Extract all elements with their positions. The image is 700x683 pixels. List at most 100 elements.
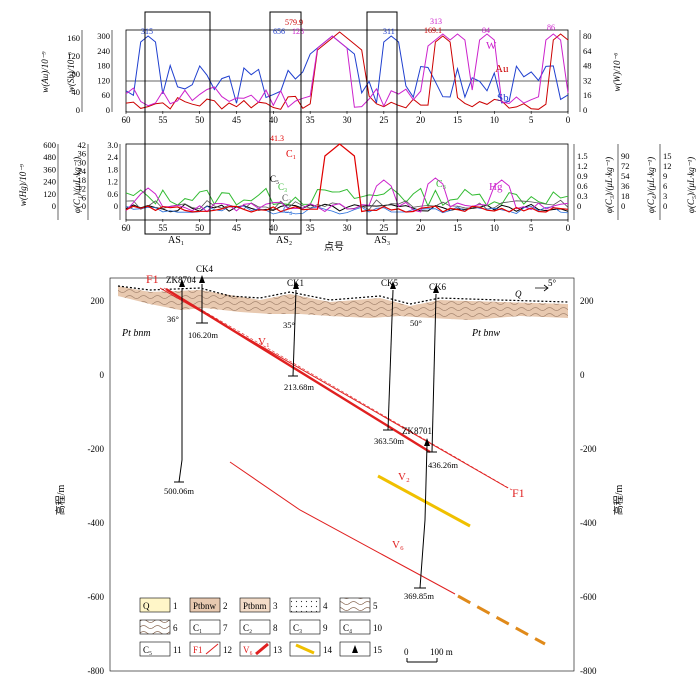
borehole-zk8701 [419, 444, 428, 589]
strata-pattern [118, 286, 568, 320]
section-y-axis-label-right: 高程/m [612, 485, 625, 516]
legend-number: 15 [373, 645, 383, 655]
w-tick: 48 [583, 61, 592, 71]
legend-number: 2 [223, 601, 228, 611]
peak-label: 313 [430, 17, 442, 26]
legend-number: 4 [323, 601, 328, 611]
legend-number: 5 [373, 601, 378, 611]
c5-axis-label: φ(C₅)/(μL·kg⁻¹) [686, 157, 696, 213]
c3-series-label-right: C₃ [436, 179, 446, 190]
au-tick: 120 [67, 51, 80, 61]
section-y-tick: -200 [88, 444, 105, 454]
borehole-label-ck4: CK4 [196, 264, 214, 274]
x-tick: 25 [379, 223, 389, 233]
w-tick: 32 [583, 75, 592, 85]
c1-tick: 6 [82, 192, 86, 202]
legend-symbol: C₃ [293, 623, 302, 633]
c2-tick: 0 [114, 201, 118, 211]
x-tick: 10 [490, 223, 500, 233]
dip-label: 36° [167, 314, 179, 324]
borehole-markers [179, 275, 439, 446]
legend-symbol: Ptbnw [193, 601, 217, 611]
x-tick: 60 [122, 115, 132, 125]
top-series-group [125, 31, 569, 110]
x-tick: 60 [122, 223, 132, 233]
c3-series-label: C₃ [278, 182, 287, 192]
section-y-axis-label-left: 高程/m [54, 485, 67, 516]
au-tick-labels: 160 120 80 40 0 [67, 33, 80, 115]
c3-tick: 0.3 [577, 191, 588, 201]
hg-tick-labels: 600 480 360 240 120 0 [43, 140, 56, 211]
borehole-depth-ck4: 106.20m [188, 330, 218, 340]
legend-swatch [289, 597, 321, 613]
fault-symbol-icon [205, 643, 219, 655]
c2-tick: 1.2 [107, 177, 118, 187]
legend-number: 14 [323, 645, 333, 655]
x-tick: 40 [269, 115, 279, 125]
x-tick: 50 [195, 223, 205, 233]
anomaly-box-as1 [144, 11, 211, 235]
legend-swatch [189, 619, 221, 635]
au-tick: 40 [72, 87, 81, 97]
borehole-depth-zk8701: 369.85m [404, 591, 434, 601]
c3-tick: 0 [577, 201, 581, 211]
au-axis-label: w(Au)/10⁻⁹ [40, 51, 50, 92]
w-series-line [125, 33, 569, 108]
c1-series-label: C₁ [286, 149, 296, 160]
x-tick: 5 [529, 223, 534, 233]
drill-site-icon [424, 438, 430, 446]
legend-number: 6 [173, 623, 178, 633]
hg-axis-label: w(Hg)/10⁻⁹ [18, 164, 28, 206]
x-tick: 15 [453, 223, 463, 233]
w-series-label: W [486, 40, 497, 52]
section-y-tick: -800 [580, 666, 597, 676]
c3-tick: 0.9 [577, 171, 588, 181]
section-y-tick: -800 [88, 666, 105, 676]
borehole-ck1 [292, 289, 297, 377]
sb-tick: 180 [97, 61, 110, 71]
c3-axis-label: φ(C₃)/(μL·kg⁻¹) [604, 157, 614, 213]
borehole-zk8704 [178, 288, 183, 483]
borehole-depth-zk8704: 500.06m [164, 486, 194, 496]
orebody-v6 [229, 461, 456, 595]
hg-tick: 120 [43, 189, 56, 199]
legend-symbol: V₆ [243, 645, 253, 655]
sb-series-label: Sb [497, 92, 509, 104]
bottom-geochem-panel: w(Hg)/10⁻⁹ φ(C₁)/(μL·kg⁻¹) 6004803602401… [18, 134, 696, 253]
peak-label: 128 [292, 27, 304, 36]
section-y-tick: 0 [100, 370, 105, 380]
section-y-tick: 0 [580, 370, 585, 380]
c2-tick: 0.6 [107, 189, 118, 199]
section-frame [109, 277, 575, 672]
section-y-tick: 200 [91, 296, 105, 306]
x-tick: 50 [195, 115, 205, 125]
x-tick: 40 [269, 223, 279, 233]
c4-tick: 0 [621, 201, 625, 211]
c3-tick: 0.6 [577, 181, 588, 191]
scale-label: 100 m [430, 647, 453, 657]
scale-zero: 0 [404, 647, 409, 657]
c4-tick: 18 [621, 191, 630, 201]
au-tick: 160 [67, 33, 80, 43]
section-y-tick: -200 [580, 444, 597, 454]
fault-label-top: F1 [146, 272, 159, 286]
c4-tick: 90 [621, 151, 630, 161]
x-tick: 10 [490, 115, 500, 125]
x-tick: 45 [232, 223, 242, 233]
au-tick: 80 [72, 69, 81, 79]
section-y-tick-labels: 200 200 0 0 -200 -200 -400 -400 -600 -600 -800 -800 [88, 296, 597, 676]
orebody-v1 [165, 287, 431, 454]
x-tick: 20 [416, 115, 426, 125]
x-tick: 35 [306, 115, 316, 125]
legend-swatch [189, 641, 221, 657]
legend-swatch [139, 619, 171, 635]
boreholes [174, 284, 437, 589]
borehole-depth-ck1: 213.68m [284, 382, 314, 392]
anomaly-box-as3 [366, 11, 398, 235]
anomaly-label-as3: AS₃ [374, 235, 390, 246]
x-tick: 25 [379, 115, 389, 125]
c5-tick: 3 [663, 191, 667, 201]
c2-tick: 1.8 [107, 164, 118, 174]
drill-site-icon [293, 281, 299, 289]
